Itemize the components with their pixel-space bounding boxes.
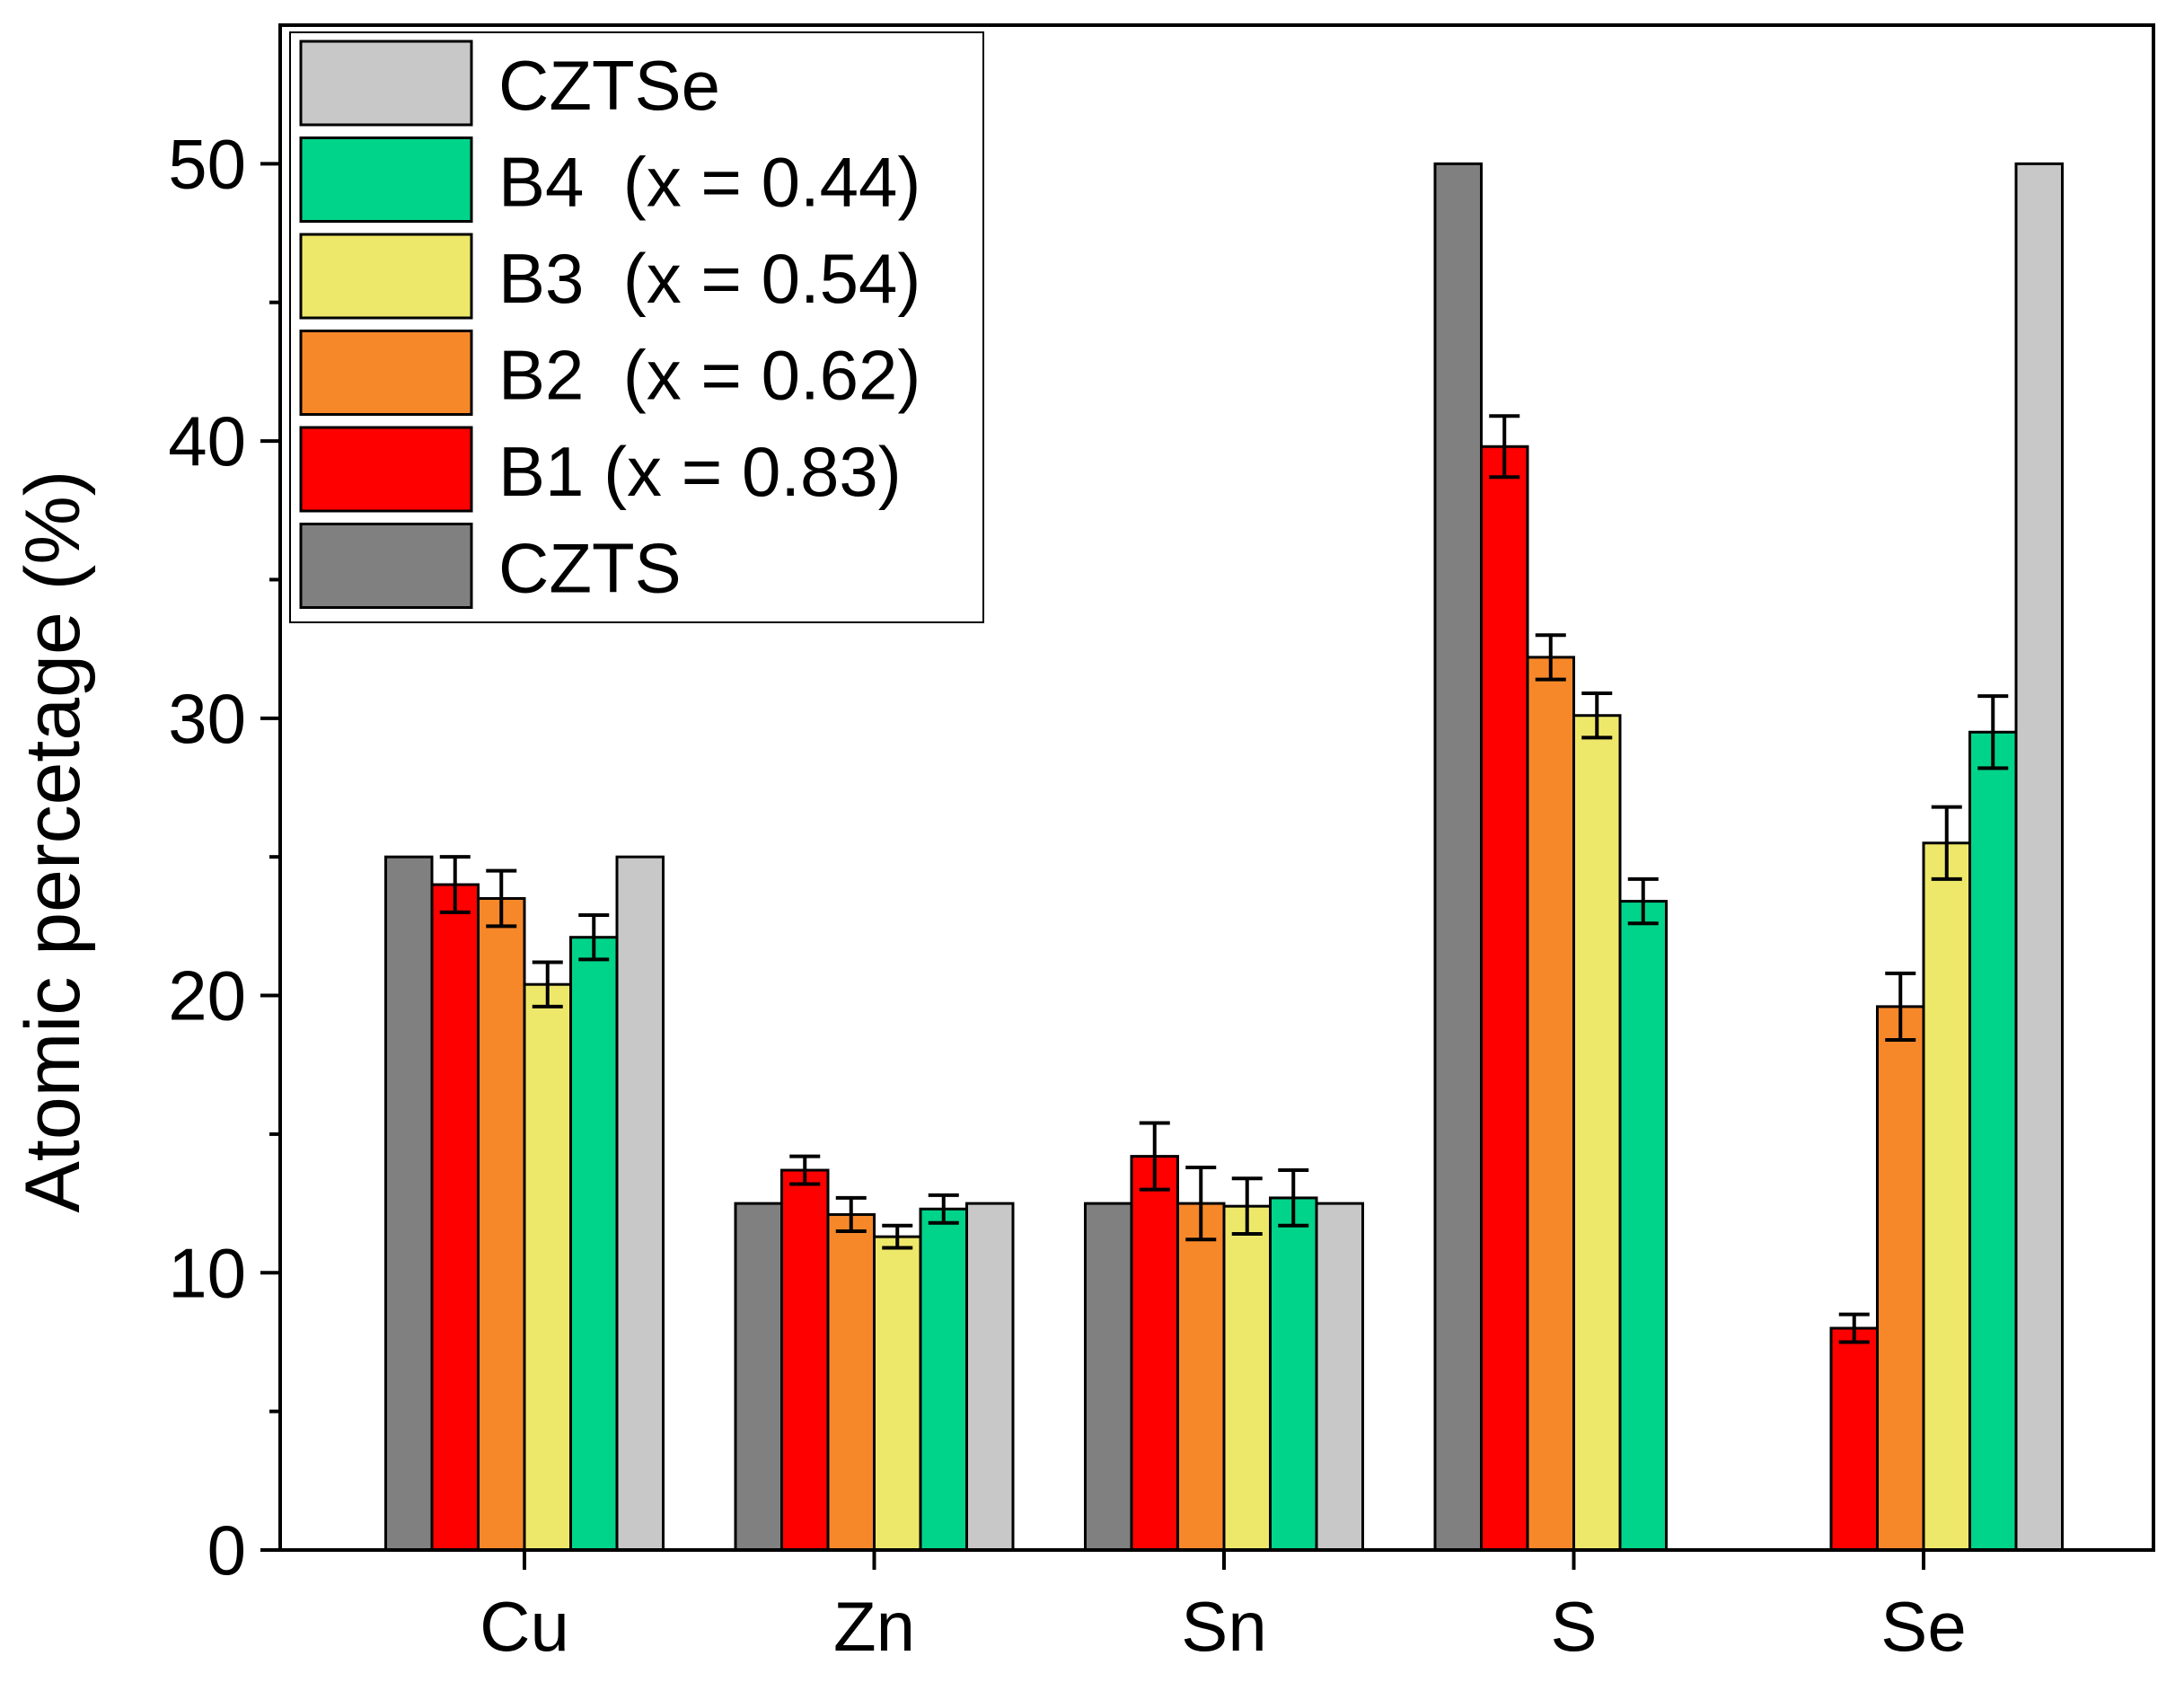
error-bar (1535, 633, 1566, 682)
bar-zn-1 (780, 1168, 830, 1552)
bar-cu-2 (477, 896, 526, 1552)
legend-swatch (299, 40, 473, 127)
legend-swatch (299, 523, 473, 609)
legend-swatch (299, 137, 473, 223)
legend-label: B2 (x = 0.62) (498, 336, 920, 415)
bar-sn-4 (1269, 1196, 1318, 1552)
legend-item: CZTSe (299, 40, 720, 127)
bars-layer (384, 162, 2064, 1552)
y-axis-title: Atomic percetage (%) (10, 471, 96, 1213)
error-bar (439, 855, 471, 914)
bar-sn-0 (1084, 1202, 1133, 1552)
legend-item: B4 (x = 0.44) (299, 137, 920, 223)
bar-sn-1 (1130, 1155, 1179, 1552)
bar-s-1 (1480, 445, 1529, 1552)
legend-swatch (299, 233, 473, 320)
bar-se-1 (1829, 1326, 1879, 1552)
error-bar (578, 913, 610, 962)
error-bar (1231, 1176, 1263, 1237)
y-tick-label: 50 (168, 124, 246, 203)
error-bar (789, 1154, 821, 1186)
legend-label: CZTS (498, 529, 682, 608)
bar-zn-5 (965, 1202, 1015, 1552)
y-tick-label: 30 (168, 679, 246, 758)
error-bar (1977, 694, 2009, 771)
bar-cu-4 (569, 936, 619, 1552)
bar-zn-3 (873, 1235, 922, 1552)
y-tick-label: 20 (168, 956, 246, 1035)
legend-label: B1 (x = 0.83) (498, 432, 902, 511)
x-axis: Cu Zn Sn S Se (480, 1550, 1967, 1666)
bar-sn-5 (1315, 1202, 1364, 1552)
plot-frame (278, 23, 2155, 1552)
x-tick-label-zn: Zn (833, 1587, 915, 1666)
error-bar (1838, 1312, 1870, 1344)
bar-se-3 (1922, 841, 1971, 1552)
error-bar (1581, 691, 1613, 740)
error-bar (1185, 1165, 1217, 1242)
legend-label: CZTSe (498, 46, 720, 125)
legend-item: B3 (x = 0.54) (299, 233, 920, 320)
x-tick-label-cu: Cu (480, 1587, 569, 1666)
bar-zn-2 (826, 1212, 876, 1552)
bar-s-3 (1572, 714, 1622, 1552)
bar-cu-1 (430, 883, 480, 1552)
error-bar (486, 868, 517, 929)
error-bar (1278, 1168, 1309, 1228)
error-bar (532, 960, 563, 1008)
bar-zn-0 (734, 1202, 783, 1552)
legend-item: CZTS (299, 523, 682, 609)
error-bar (1489, 414, 1520, 480)
error-bar (1139, 1121, 1170, 1192)
bar-zn-4 (919, 1207, 968, 1552)
y-axis: 0 10 20 30 40 50 (168, 124, 280, 1590)
y-tick-label: 10 (168, 1233, 246, 1312)
bar-s-0 (1433, 162, 1483, 1552)
x-tick-label-s: S (1550, 1587, 1597, 1666)
legend-item: B1 (x = 0.83) (299, 426, 902, 513)
bar-s-2 (1526, 656, 1575, 1552)
y-tick-label: 0 (207, 1510, 246, 1590)
x-tick-label-sn: Sn (1181, 1587, 1266, 1666)
legend-swatch (299, 426, 473, 513)
bar-sn-2 (1176, 1202, 1226, 1552)
legend-label: B4 (x = 0.44) (498, 143, 920, 222)
bar-se-4 (1968, 730, 2018, 1552)
bar-se-2 (1876, 1005, 1925, 1552)
bar-se-5 (2014, 162, 2064, 1552)
error-bar (1931, 805, 1962, 881)
error-bar (1627, 876, 1659, 926)
error-bars-layer (439, 414, 2009, 1344)
error-bar (928, 1193, 959, 1225)
legend-item: B2 (x = 0.62) (299, 330, 920, 416)
bar-s-4 (1618, 900, 1668, 1552)
error-bar (1885, 971, 1916, 1042)
legend-label: B3 (x = 0.54) (498, 239, 920, 318)
error-bar (835, 1195, 867, 1233)
bar-cu-5 (615, 855, 665, 1552)
bar-sn-3 (1222, 1204, 1272, 1552)
error-bar (882, 1223, 913, 1250)
bar-cu-0 (384, 855, 434, 1552)
legend: CZTSe B4 (x = 0.44) B3 (x = 0.54) B2 (x = 0… (289, 31, 984, 623)
y-tick-label: 40 (168, 401, 246, 480)
bar-cu-3 (523, 982, 572, 1552)
legend-swatch (299, 330, 473, 416)
x-tick-label-se: Se (1880, 1587, 1966, 1666)
